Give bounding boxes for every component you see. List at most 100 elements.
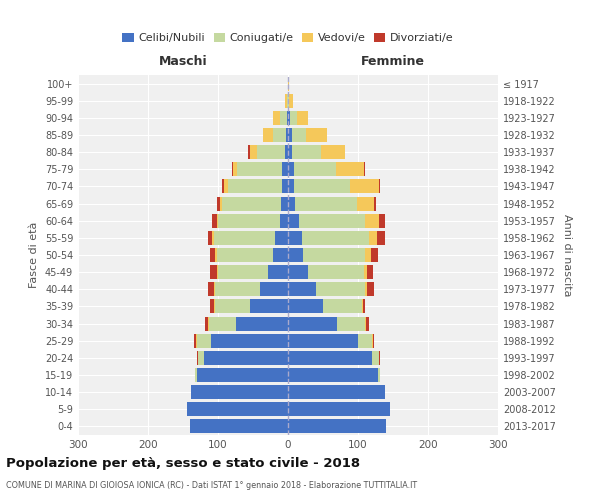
Bar [290,111,297,125]
Bar [361,300,363,314]
Bar [286,128,288,142]
Bar [288,368,377,382]
Bar [365,282,367,296]
Bar [232,162,233,176]
Bar [272,248,288,262]
Bar [321,145,346,159]
Bar [197,334,211,347]
Bar [221,196,281,210]
Bar [187,402,288,416]
Bar [288,76,289,90]
Bar [295,196,356,210]
Bar [365,248,371,262]
Bar [297,111,308,125]
Text: Femmine: Femmine [361,55,425,68]
Bar [260,282,288,296]
Bar [214,300,215,314]
Bar [373,334,374,347]
Bar [288,385,385,399]
Bar [350,180,379,194]
Bar [288,111,290,125]
Bar [215,300,250,314]
Bar [293,180,350,194]
Bar [288,420,386,434]
Bar [358,334,372,347]
Bar [197,351,198,365]
Bar [257,145,284,159]
Bar [367,282,374,296]
Bar [288,180,293,194]
Y-axis label: Fasce di età: Fasce di età [29,222,39,288]
Bar [195,368,197,382]
Bar [205,316,208,330]
Bar [365,316,366,330]
Bar [377,368,380,382]
Y-axis label: Anni di nascita: Anni di nascita [562,214,572,296]
Bar [379,351,380,365]
Bar [214,231,275,245]
Bar [305,128,326,142]
Bar [208,282,214,296]
Bar [335,162,364,176]
Legend: Celibi/Nubili, Coniugati/e, Vedovi/e, Divorziati/e: Celibi/Nubili, Coniugati/e, Vedovi/e, Di… [118,28,458,48]
Bar [210,265,217,279]
Bar [280,214,288,228]
Bar [316,282,365,296]
Bar [288,282,316,296]
Text: COMUNE DI MARINA DI GIOIOSA IONICA (RC) - Dati ISTAT 1° gennaio 2018 - Elaborazi: COMUNE DI MARINA DI GIOIOSA IONICA (RC) … [6,481,417,490]
Bar [215,282,260,296]
Bar [217,248,272,262]
Bar [204,351,288,365]
Bar [275,231,288,245]
Bar [364,265,367,279]
Bar [377,231,385,245]
Bar [293,162,335,176]
Bar [284,145,288,159]
Bar [209,248,215,262]
Bar [212,214,217,228]
Bar [292,145,321,159]
Bar [233,162,237,176]
Bar [217,265,218,279]
Bar [250,300,288,314]
Bar [217,214,218,228]
Bar [283,180,288,194]
Bar [288,214,299,228]
Bar [379,214,385,228]
Bar [250,145,257,159]
Bar [374,196,376,210]
Bar [196,334,197,347]
Bar [287,111,288,125]
Bar [288,351,372,365]
Bar [208,231,212,245]
Bar [299,214,365,228]
Bar [283,162,288,176]
Bar [288,231,302,245]
Bar [191,385,288,399]
Bar [237,162,283,176]
Bar [217,196,220,210]
Text: Popolazione per età, sesso e stato civile - 2018: Popolazione per età, sesso e stato civil… [6,458,360,470]
Bar [288,145,292,159]
Bar [273,128,286,142]
Bar [194,334,196,347]
Bar [190,420,288,434]
Bar [292,128,305,142]
Bar [263,128,274,142]
Bar [363,300,365,314]
Bar [372,351,379,365]
Bar [337,316,365,330]
Bar [224,180,228,194]
Bar [281,196,288,210]
Bar [288,128,292,142]
Bar [288,248,304,262]
Bar [197,368,288,382]
Bar [228,180,283,194]
Bar [220,196,221,210]
Bar [372,334,373,347]
Bar [211,334,288,347]
Bar [323,300,361,314]
Bar [212,231,214,245]
Bar [285,94,287,108]
Bar [308,265,364,279]
